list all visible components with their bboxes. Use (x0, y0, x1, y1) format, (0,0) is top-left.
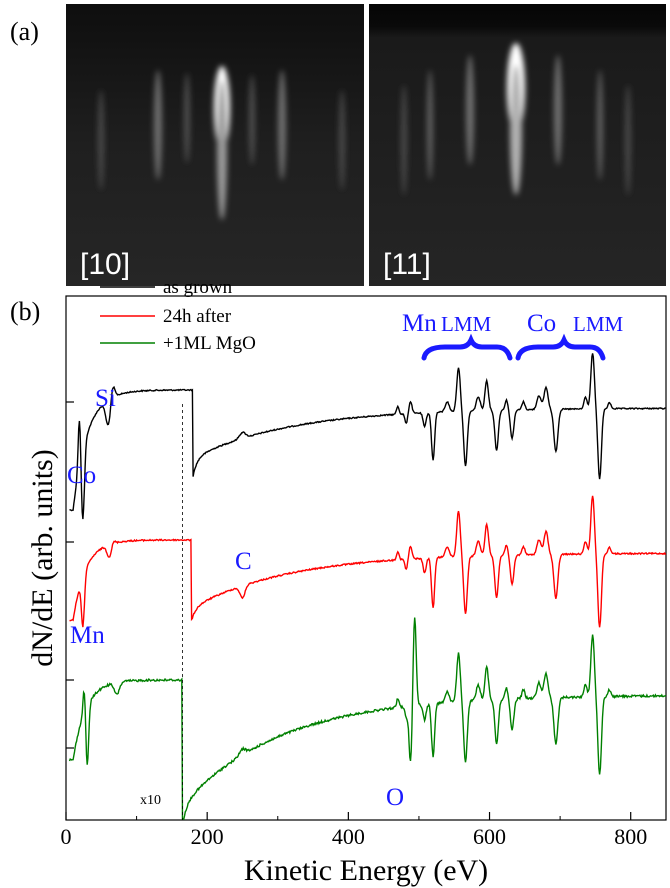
series-line--1ml-mgo (68, 617, 666, 820)
x-tick-label: 200 (191, 824, 224, 849)
legend-as-grown: as grown (163, 277, 233, 298)
panel-a-label: (a) (10, 17, 39, 46)
spectra-lines (68, 353, 666, 820)
element-label-o: O (386, 784, 404, 811)
element-label-mn: Mn (70, 622, 105, 649)
brace-co-lmm (515, 333, 606, 361)
x-tick-label: 600 (473, 824, 506, 849)
panel-b-label: (b) (10, 297, 40, 326)
rheed-label-10: [10] (80, 248, 130, 281)
rheed-image-11: [11] (369, 4, 666, 286)
legend-1ml-mgo: +1ML MgO (163, 333, 256, 354)
series-line-as-grown (69, 353, 666, 520)
rheed-image-10: [10] (66, 4, 364, 286)
group-mn-element: Mn (402, 310, 437, 337)
group-co-element: Co (527, 310, 556, 337)
aes-spectra-plot: 0 200 400 600 800 as grown 24h after +1ML Mg… (26, 277, 667, 887)
x-tick-label: 800 (614, 824, 647, 849)
plot-frame (65, 295, 667, 821)
element-label-c: C (235, 548, 252, 575)
series-line-24h-after (69, 495, 666, 628)
rheed-label-11: [11] (383, 248, 431, 281)
legend: as grown 24h after +1ML MgO (100, 277, 256, 354)
brace-mn-lmm (421, 333, 513, 361)
scale-note-x10: x10 (140, 793, 161, 808)
group-co-transition: LMM (573, 312, 624, 336)
rheed-image-10-background (66, 4, 364, 286)
x-tick-label: 400 (332, 824, 365, 849)
element-label-si: Si (95, 385, 116, 412)
x-tick-label: 0 (61, 824, 72, 849)
element-label-co: Co (67, 462, 96, 489)
group-mn-transition: LMM (441, 312, 492, 336)
y-axis-title: dN/dE (arb. units) (26, 449, 59, 666)
rheed-streaks-10 (98, 66, 345, 220)
axes: 0 200 400 600 800 (61, 401, 647, 849)
legend-24h-after: 24h after (163, 306, 232, 327)
auger-groups: Mn LMM Co LMM (402, 310, 624, 361)
rheed-streaks-11 (401, 43, 631, 195)
x-axis-title: Kinetic Energy (eV) (244, 854, 488, 887)
